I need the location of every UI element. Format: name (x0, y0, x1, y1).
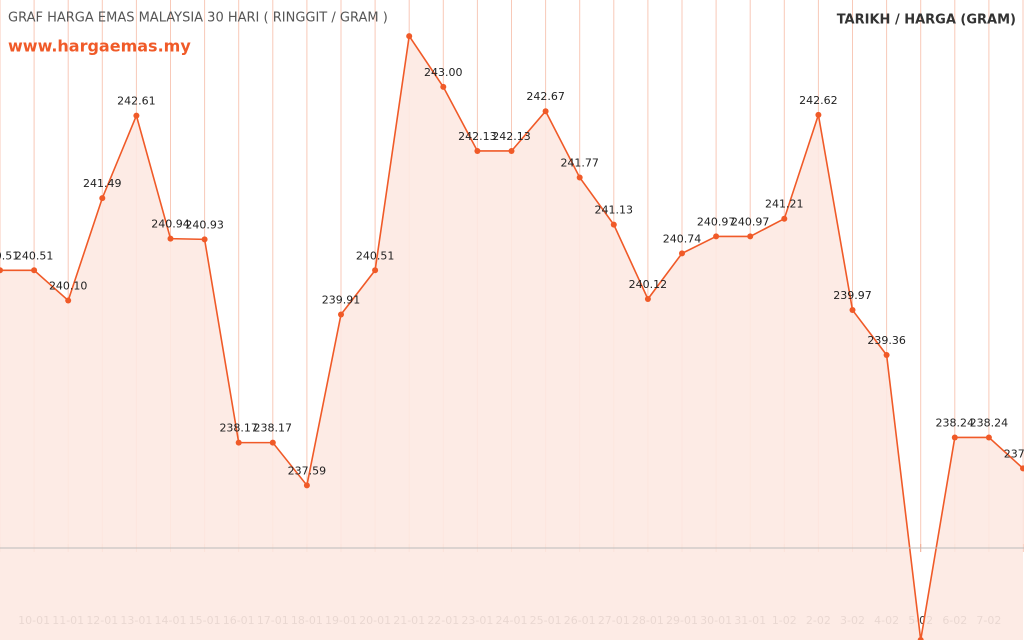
point (303, 482, 310, 489)
point (167, 235, 174, 242)
value-label: 242.13 (458, 130, 497, 143)
point (576, 174, 583, 181)
value-label: 238.24 (970, 416, 1009, 429)
chart-title: GRAF HARGA EMAS MALAYSIA 30 HARI ( RINGG… (8, 11, 388, 26)
header-label: TARIKH / HARGA (GRAM) (837, 13, 1016, 28)
value-label: 243.00 (424, 66, 463, 79)
point (133, 112, 140, 119)
point (747, 233, 754, 240)
point (781, 215, 788, 222)
point (99, 195, 106, 202)
point (201, 236, 208, 243)
value-label: 240.74 (663, 232, 702, 245)
point (883, 351, 890, 358)
point (65, 297, 72, 304)
value-label: 237.59 (288, 464, 327, 477)
value-label: 240.12 (629, 278, 668, 291)
value-label: 239.97 (833, 289, 872, 302)
value-label: 242.61 (117, 95, 156, 108)
point (0, 267, 3, 274)
point (610, 221, 617, 228)
value-label: 240.51 (15, 249, 54, 262)
point (1020, 465, 1024, 472)
value-label: 238.17 (219, 422, 258, 435)
value-label: 239.36 (867, 334, 906, 347)
point (542, 108, 549, 115)
point (372, 267, 379, 274)
value-label: 238.24 (936, 416, 975, 429)
point (338, 311, 344, 318)
area (0, 36, 1023, 640)
point (406, 33, 413, 40)
value-label: 240.93 (185, 218, 224, 231)
point (269, 439, 276, 446)
value-label: 242.13 (492, 130, 531, 143)
value-label: 240.51 (0, 249, 19, 262)
value-label: 239.91 (322, 293, 361, 306)
value-label: 242.67 (526, 90, 565, 103)
value-label: 237.82 (1004, 447, 1024, 460)
point (235, 439, 242, 446)
point (985, 434, 992, 441)
point (951, 434, 958, 441)
point (644, 296, 651, 303)
value-label: 242.62 (799, 94, 838, 107)
value-label: 241.77 (560, 156, 599, 169)
value-label: 240.51 (356, 249, 395, 262)
value-label: 240.97 (697, 215, 736, 228)
value-label: 240.94 (151, 218, 190, 231)
point (815, 111, 822, 118)
point (31, 267, 38, 274)
point (679, 250, 685, 257)
point (917, 637, 924, 640)
value-label: 241.49 (83, 177, 122, 190)
point (508, 147, 515, 154)
chart-subtitle: www.hargaemas.my (8, 37, 191, 56)
point (713, 233, 720, 240)
value-label: 241.13 (595, 204, 634, 217)
value-label: 238.17 (254, 422, 293, 435)
point (440, 83, 447, 90)
point (474, 147, 481, 154)
value-label: 240.97 (731, 215, 770, 228)
point (849, 307, 856, 314)
value-label: 240.10 (49, 279, 88, 292)
value-label: 241.21 (765, 198, 804, 211)
plot: 240.51240.51240.10241.49242.61240.94240.… (0, 33, 1024, 640)
